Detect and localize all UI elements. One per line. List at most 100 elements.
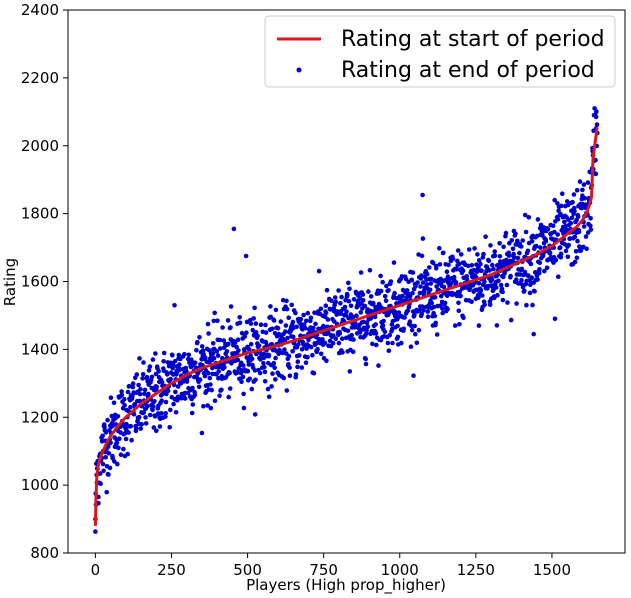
x-tick-label: 250	[157, 561, 186, 579]
data-point	[339, 336, 345, 342]
data-point	[93, 529, 98, 534]
data-point	[413, 283, 418, 289]
data-point	[574, 255, 580, 261]
data-point	[283, 323, 289, 328]
data-point	[277, 347, 282, 353]
data-point	[518, 244, 524, 249]
data-point	[157, 424, 163, 429]
data-point	[456, 300, 461, 306]
data-point	[573, 249, 579, 254]
data-point	[266, 394, 272, 400]
data-point	[395, 334, 401, 340]
data-point	[562, 219, 567, 225]
data-point	[175, 398, 180, 403]
data-point	[373, 331, 379, 336]
data-point	[125, 389, 131, 395]
data-point	[428, 281, 434, 286]
data-point	[395, 323, 400, 329]
data-point	[122, 403, 127, 408]
data-point	[234, 370, 240, 376]
data-point	[408, 344, 414, 350]
data-point	[115, 414, 121, 419]
data-point	[159, 411, 164, 416]
data-point	[515, 238, 520, 244]
data-point	[409, 323, 414, 329]
data-point	[350, 314, 356, 320]
data-point	[543, 238, 549, 244]
data-point	[555, 216, 561, 222]
data-point	[494, 285, 499, 290]
data-point	[519, 277, 524, 283]
data-point	[411, 373, 416, 379]
data-point	[424, 282, 430, 287]
y-tick-label: 1800	[21, 205, 59, 223]
x-axis-label: Players (High prop_higher)	[246, 576, 446, 595]
data-point	[514, 301, 519, 306]
data-point	[262, 369, 268, 375]
data-point	[440, 306, 445, 311]
data-point	[172, 358, 178, 364]
data-point	[526, 273, 531, 279]
data-point	[170, 352, 175, 358]
data-point	[360, 298, 366, 303]
data-point	[373, 322, 379, 327]
data-point	[228, 304, 234, 309]
data-point	[252, 305, 257, 311]
data-point	[252, 412, 258, 417]
data-point	[347, 286, 352, 292]
data-point	[550, 223, 556, 229]
y-tick-label: 2000	[21, 137, 59, 155]
data-point	[407, 294, 413, 299]
data-point	[212, 310, 217, 316]
x-tick-label: 1000	[381, 561, 419, 579]
data-point	[170, 365, 175, 371]
data-point	[420, 236, 426, 241]
data-point	[199, 344, 205, 349]
data-point	[414, 340, 420, 346]
data-point	[286, 315, 292, 321]
data-point	[371, 300, 376, 306]
data-point	[199, 430, 205, 436]
data-point	[168, 407, 173, 413]
data-point	[129, 437, 134, 443]
data-point	[216, 376, 221, 381]
data-point	[409, 327, 415, 333]
data-point	[329, 298, 334, 304]
data-point	[106, 451, 112, 456]
data-point	[367, 268, 373, 273]
data-point	[432, 313, 438, 319]
data-point	[299, 347, 305, 352]
data-point	[577, 179, 583, 184]
data-point	[514, 277, 519, 282]
data-point	[156, 369, 161, 374]
data-point	[207, 375, 213, 381]
data-point	[384, 283, 389, 289]
data-point	[399, 340, 404, 346]
data-point	[143, 421, 149, 426]
data-point	[456, 261, 462, 267]
data-point	[552, 229, 557, 235]
x-tick-label: 1250	[457, 561, 495, 579]
data-point	[566, 242, 571, 248]
data-point	[108, 395, 114, 401]
data-point	[478, 261, 483, 267]
y-tick-label: 2200	[21, 69, 59, 87]
data-point	[296, 342, 301, 347]
data-point	[482, 302, 488, 307]
data-point	[376, 363, 381, 368]
data-point	[553, 257, 559, 263]
data-point	[192, 360, 198, 366]
data-point	[457, 289, 463, 295]
y-tick-label: 800	[30, 544, 59, 562]
data-point	[555, 232, 560, 237]
data-point	[492, 249, 498, 254]
data-point	[276, 351, 281, 357]
data-point	[136, 382, 141, 388]
data-point	[476, 295, 481, 301]
data-point	[535, 277, 540, 282]
data-point	[420, 304, 425, 309]
data-point	[362, 303, 368, 309]
data-point	[251, 379, 256, 384]
data-point	[128, 423, 133, 429]
data-point	[318, 306, 324, 312]
